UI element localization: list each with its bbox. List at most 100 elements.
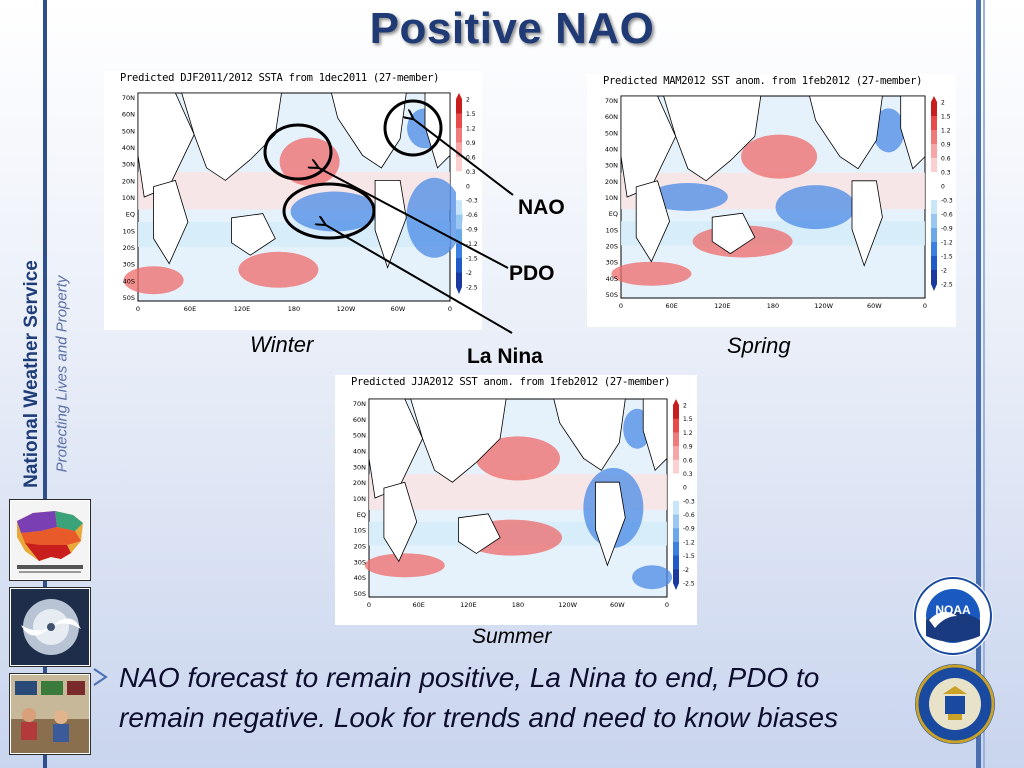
summary-line-1: NAO forecast to remain positive, La Nina… bbox=[119, 662, 820, 693]
la-nina-arrow bbox=[324, 224, 513, 334]
lon-tick-label: 120W bbox=[558, 601, 577, 609]
lat-tick-label: 50N bbox=[122, 127, 135, 135]
colorbar-label: 1.2 bbox=[466, 125, 476, 132]
colorbar-label: 2 bbox=[941, 100, 945, 107]
summer-caption: Summer bbox=[472, 625, 552, 648]
nao-label: NAO bbox=[518, 196, 565, 219]
noaa-logo-text: NOAA bbox=[935, 603, 971, 617]
right-border-rail bbox=[976, 0, 981, 768]
summary-bullet: NAO forecast to remain positive, La Nina… bbox=[119, 658, 939, 738]
lon-tick-label: 0 bbox=[619, 302, 623, 310]
colorbar-label: -2 bbox=[941, 268, 947, 275]
spring-caption: Spring bbox=[727, 333, 791, 358]
colorbar-label: -2.5 bbox=[683, 581, 695, 588]
lat-tick-label: 10S bbox=[123, 227, 135, 235]
colorbar-label: -0.6 bbox=[466, 212, 478, 219]
colorbar-label: -2.5 bbox=[466, 285, 478, 292]
lat-tick-label: 50S bbox=[123, 294, 135, 302]
lat-tick-label: 60N bbox=[605, 113, 618, 121]
lat-tick-label: 30S bbox=[354, 558, 366, 566]
lat-tick-label: 40N bbox=[605, 146, 618, 154]
colorbar-label: -1.2 bbox=[683, 539, 695, 546]
lat-tick-label: 50N bbox=[353, 432, 366, 440]
lon-tick-label: 60E bbox=[184, 305, 196, 313]
nao-arrow bbox=[412, 118, 514, 196]
colorbar-label: -0.6 bbox=[683, 512, 695, 519]
lat-tick-label: 30N bbox=[122, 161, 135, 169]
colorbar-label: -0.3 bbox=[683, 498, 695, 505]
colorbar-label: 0.9 bbox=[466, 140, 476, 147]
lat-tick-label: 20N bbox=[353, 479, 366, 487]
lat-tick-label: 10N bbox=[122, 194, 135, 202]
pdo-label: PDO bbox=[509, 262, 555, 285]
colorbar-label: 1.5 bbox=[683, 416, 693, 423]
lat-tick-label: 60N bbox=[353, 416, 366, 424]
lat-tick-label: 40N bbox=[122, 144, 135, 152]
lon-tick-label: 180 bbox=[767, 302, 779, 310]
lon-tick-label: 0 bbox=[665, 601, 669, 609]
operations-center-thumbnail bbox=[10, 674, 90, 754]
winter-caption: Winter bbox=[250, 332, 314, 357]
summer-map-header: Predicted JJA2012 SST anom. from 1feb201… bbox=[351, 376, 671, 388]
lat-tick-label: 30S bbox=[606, 259, 618, 267]
hurricane-satellite-thumbnail bbox=[10, 588, 90, 666]
lat-tick-label: 30S bbox=[123, 261, 135, 269]
colorbar-label: 0.3 bbox=[941, 170, 951, 177]
colorbar-label: 0.9 bbox=[941, 142, 951, 149]
lat-tick-label: EQ bbox=[609, 210, 618, 218]
lon-tick-label: 120W bbox=[337, 305, 356, 313]
lon-tick-label: 0 bbox=[136, 305, 140, 313]
colorbar-label: 2 bbox=[466, 97, 470, 104]
lat-tick-label: 50S bbox=[606, 291, 618, 299]
nao-highlight-circle bbox=[383, 99, 443, 157]
lat-tick-label: 10N bbox=[605, 194, 618, 202]
colorbar-label: 1.5 bbox=[941, 114, 951, 121]
lat-tick-label: 60N bbox=[122, 111, 135, 119]
colorbar-label: 0 bbox=[466, 183, 470, 190]
summer-sst-map: Predicted JJA2012 SST anom. from 1feb201… bbox=[335, 375, 697, 625]
lat-tick-label: 20S bbox=[123, 244, 135, 252]
lat-tick-label: 40S bbox=[606, 275, 618, 283]
slide-title: Positive NAO bbox=[369, 4, 655, 53]
colorbar-label: 1.2 bbox=[683, 430, 693, 437]
lat-tick-label: 20N bbox=[122, 177, 135, 185]
lon-tick-label: 60E bbox=[665, 302, 677, 310]
lat-tick-label: 20N bbox=[605, 178, 618, 186]
colorbar-label: -2 bbox=[466, 270, 472, 277]
lon-tick-label: 0 bbox=[367, 601, 371, 609]
lon-tick-label: 60W bbox=[867, 302, 882, 310]
lat-tick-label: 40N bbox=[353, 448, 366, 456]
lat-tick-label: 10S bbox=[354, 527, 366, 535]
lat-tick-label: 50N bbox=[605, 129, 618, 137]
lat-tick-label: 30N bbox=[353, 463, 366, 471]
spring-sst-map: Predicted MAM2012 SST anom. from 1feb201… bbox=[587, 74, 956, 327]
lat-tick-label: 70N bbox=[353, 400, 366, 408]
colorbar-label: 2 bbox=[683, 403, 687, 410]
lat-tick-label: 40S bbox=[123, 277, 135, 285]
lat-tick-label: 70N bbox=[605, 97, 618, 105]
lat-tick-label: EQ bbox=[126, 211, 135, 219]
lon-tick-label: 60W bbox=[610, 601, 625, 609]
colorbar-label: -1.5 bbox=[466, 256, 478, 263]
doc-seal-logo bbox=[915, 664, 995, 744]
lat-tick-label: 30N bbox=[605, 162, 618, 170]
pdo-arrow bbox=[317, 167, 509, 269]
lon-tick-label: 120E bbox=[460, 601, 477, 609]
winter-map-header: Predicted DJF2011/2012 SSTA from 1dec201… bbox=[120, 72, 440, 84]
colorbar-label: -1.5 bbox=[683, 553, 695, 560]
lon-tick-label: 0 bbox=[448, 305, 452, 313]
lon-tick-label: 120E bbox=[714, 302, 731, 310]
colorbar-label: 0.3 bbox=[466, 169, 476, 176]
la-nina-highlight-circle bbox=[282, 182, 376, 240]
lon-tick-label: 60E bbox=[412, 601, 424, 609]
lat-tick-label: 40S bbox=[354, 574, 366, 582]
colorbar-label: 0.9 bbox=[683, 444, 693, 451]
colorbar-label: -1.5 bbox=[941, 254, 953, 261]
colorbar-label: 1.5 bbox=[466, 111, 476, 118]
colorbar-label: -2 bbox=[683, 567, 689, 574]
lon-tick-label: 60W bbox=[391, 305, 406, 313]
colorbar-label: -0.6 bbox=[941, 212, 953, 219]
